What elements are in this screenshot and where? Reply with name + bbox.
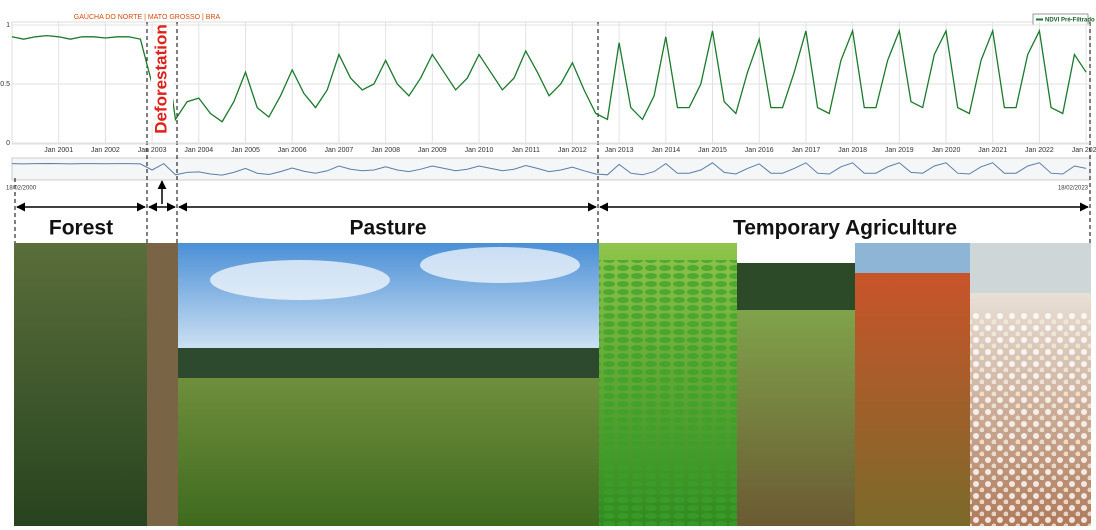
plot-frame	[11, 21, 1091, 145]
x-tick-label: Jan 2014	[651, 147, 680, 154]
y-tick-label: 0	[6, 140, 10, 147]
x-tick-label: Jan 2008	[371, 147, 400, 154]
section-label: Temporary Agriculture	[733, 217, 957, 240]
annotation: Deforestation	[151, 24, 170, 134]
x-tick-label: Jan 2016	[745, 147, 774, 154]
section-label: Pasture	[349, 217, 426, 240]
cotton-sky	[970, 243, 1091, 293]
deforestation-photo	[147, 243, 178, 526]
x-tick-label: Jan 2002	[91, 147, 120, 154]
sorghum-sky	[855, 243, 970, 273]
ndvi-line	[11, 28, 1087, 123]
x-tick-label: Jan 2015	[698, 147, 727, 154]
x-tick-label: Jan 2023	[1072, 147, 1096, 154]
x-tick-label: Jan 2017	[791, 147, 820, 154]
photo-strip	[14, 243, 1091, 526]
x-tick-label: Jan 2007	[324, 147, 353, 154]
section-arrows	[16, 180, 1089, 212]
x-tick-label: Jan 2019	[885, 147, 914, 154]
corn-treeline	[737, 263, 855, 310]
chart-title: GAÚCHA DO NORTE | MATO GROSSO | BRA	[74, 12, 221, 21]
x-tick-label: Jan 2006	[278, 147, 307, 154]
x-tick-label: Jan 2001	[44, 147, 73, 154]
navigator-line	[11, 162, 1087, 176]
navigator-start: 18/02/2000	[6, 186, 37, 192]
x-tick-label: Jan 2020	[932, 147, 961, 154]
sorghum-photo	[855, 273, 970, 526]
annotation-box	[151, 36, 173, 122]
x-tick-label: Jan 2013	[605, 147, 634, 154]
x-tick-label: Jan 2012	[558, 147, 587, 154]
x-tick-label: Jan 2010	[465, 147, 494, 154]
x-tick-label: Jan 2003	[138, 147, 167, 154]
x-tick-label: Jan 2011	[512, 147, 540, 154]
section-dividers	[14, 22, 1091, 243]
section-label: Forest	[49, 217, 113, 240]
x-tick-label: Jan 2005	[231, 147, 260, 154]
pasture-photo	[178, 378, 599, 526]
x-tick-label: Jan 2009	[418, 147, 447, 154]
x-tick-label: Jan 2022	[1025, 147, 1054, 154]
y-tick-label: 1	[6, 22, 10, 29]
forest-photo	[14, 243, 147, 526]
x-tick-label: Jan 2004	[184, 147, 213, 154]
navigator	[11, 157, 1091, 181]
y-tick-label: 0.5	[0, 81, 10, 88]
corn-photo	[737, 310, 855, 526]
legend-label: NDVI Pré-Filtrado	[1045, 18, 1095, 24]
pasture-treeline	[178, 348, 599, 378]
navigator-end: 18/02/2023	[1058, 186, 1089, 192]
x-tick-label: Jan 2018	[838, 147, 867, 154]
x-tick-label: Jan 2021	[978, 147, 1007, 154]
